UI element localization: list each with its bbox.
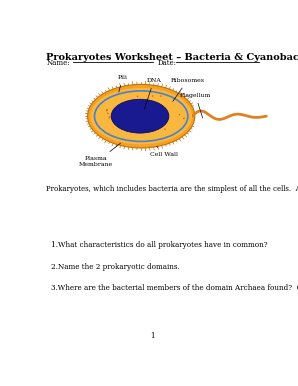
Text: 1: 1	[150, 332, 155, 340]
Ellipse shape	[160, 95, 162, 97]
Text: DNA: DNA	[144, 78, 161, 109]
Text: Pili: Pili	[118, 75, 128, 92]
Ellipse shape	[147, 98, 149, 100]
Text: 2.Name the 2 prokaryotic domains.: 2.Name the 2 prokaryotic domains.	[51, 263, 180, 271]
Ellipse shape	[106, 110, 108, 111]
Text: Cell Wall: Cell Wall	[150, 146, 178, 157]
Text: 1.What characteristics do all prokaryotes have in common?: 1.What characteristics do all prokaryote…	[51, 241, 268, 249]
Text: Prokaryotes Worksheet – Bacteria & Cyanobacteria: Prokaryotes Worksheet – Bacteria & Cyano…	[46, 53, 298, 62]
Ellipse shape	[108, 117, 110, 119]
Ellipse shape	[107, 113, 109, 114]
Ellipse shape	[88, 85, 195, 148]
Text: Name:: Name:	[46, 59, 70, 67]
Text: Ribosomes: Ribosomes	[170, 78, 204, 102]
Text: Plasma
Membrane: Plasma Membrane	[79, 156, 113, 167]
Ellipse shape	[152, 95, 153, 97]
Ellipse shape	[106, 109, 108, 110]
Ellipse shape	[137, 96, 138, 97]
Ellipse shape	[183, 118, 185, 119]
Text: 3.Where are the bacterial members of the domain Archaea found?  Give an example.: 3.Where are the bacterial members of the…	[51, 284, 298, 292]
Text: Prokaryotes, which includes bacteria are the simplest of all the cells.  All pro: Prokaryotes, which includes bacteria are…	[46, 185, 298, 193]
Text: Flagellum: Flagellum	[180, 93, 211, 118]
Ellipse shape	[164, 129, 166, 130]
Text: Date:: Date:	[157, 59, 176, 67]
Ellipse shape	[111, 99, 169, 133]
Ellipse shape	[90, 88, 192, 144]
Ellipse shape	[109, 116, 111, 117]
Ellipse shape	[179, 114, 180, 115]
